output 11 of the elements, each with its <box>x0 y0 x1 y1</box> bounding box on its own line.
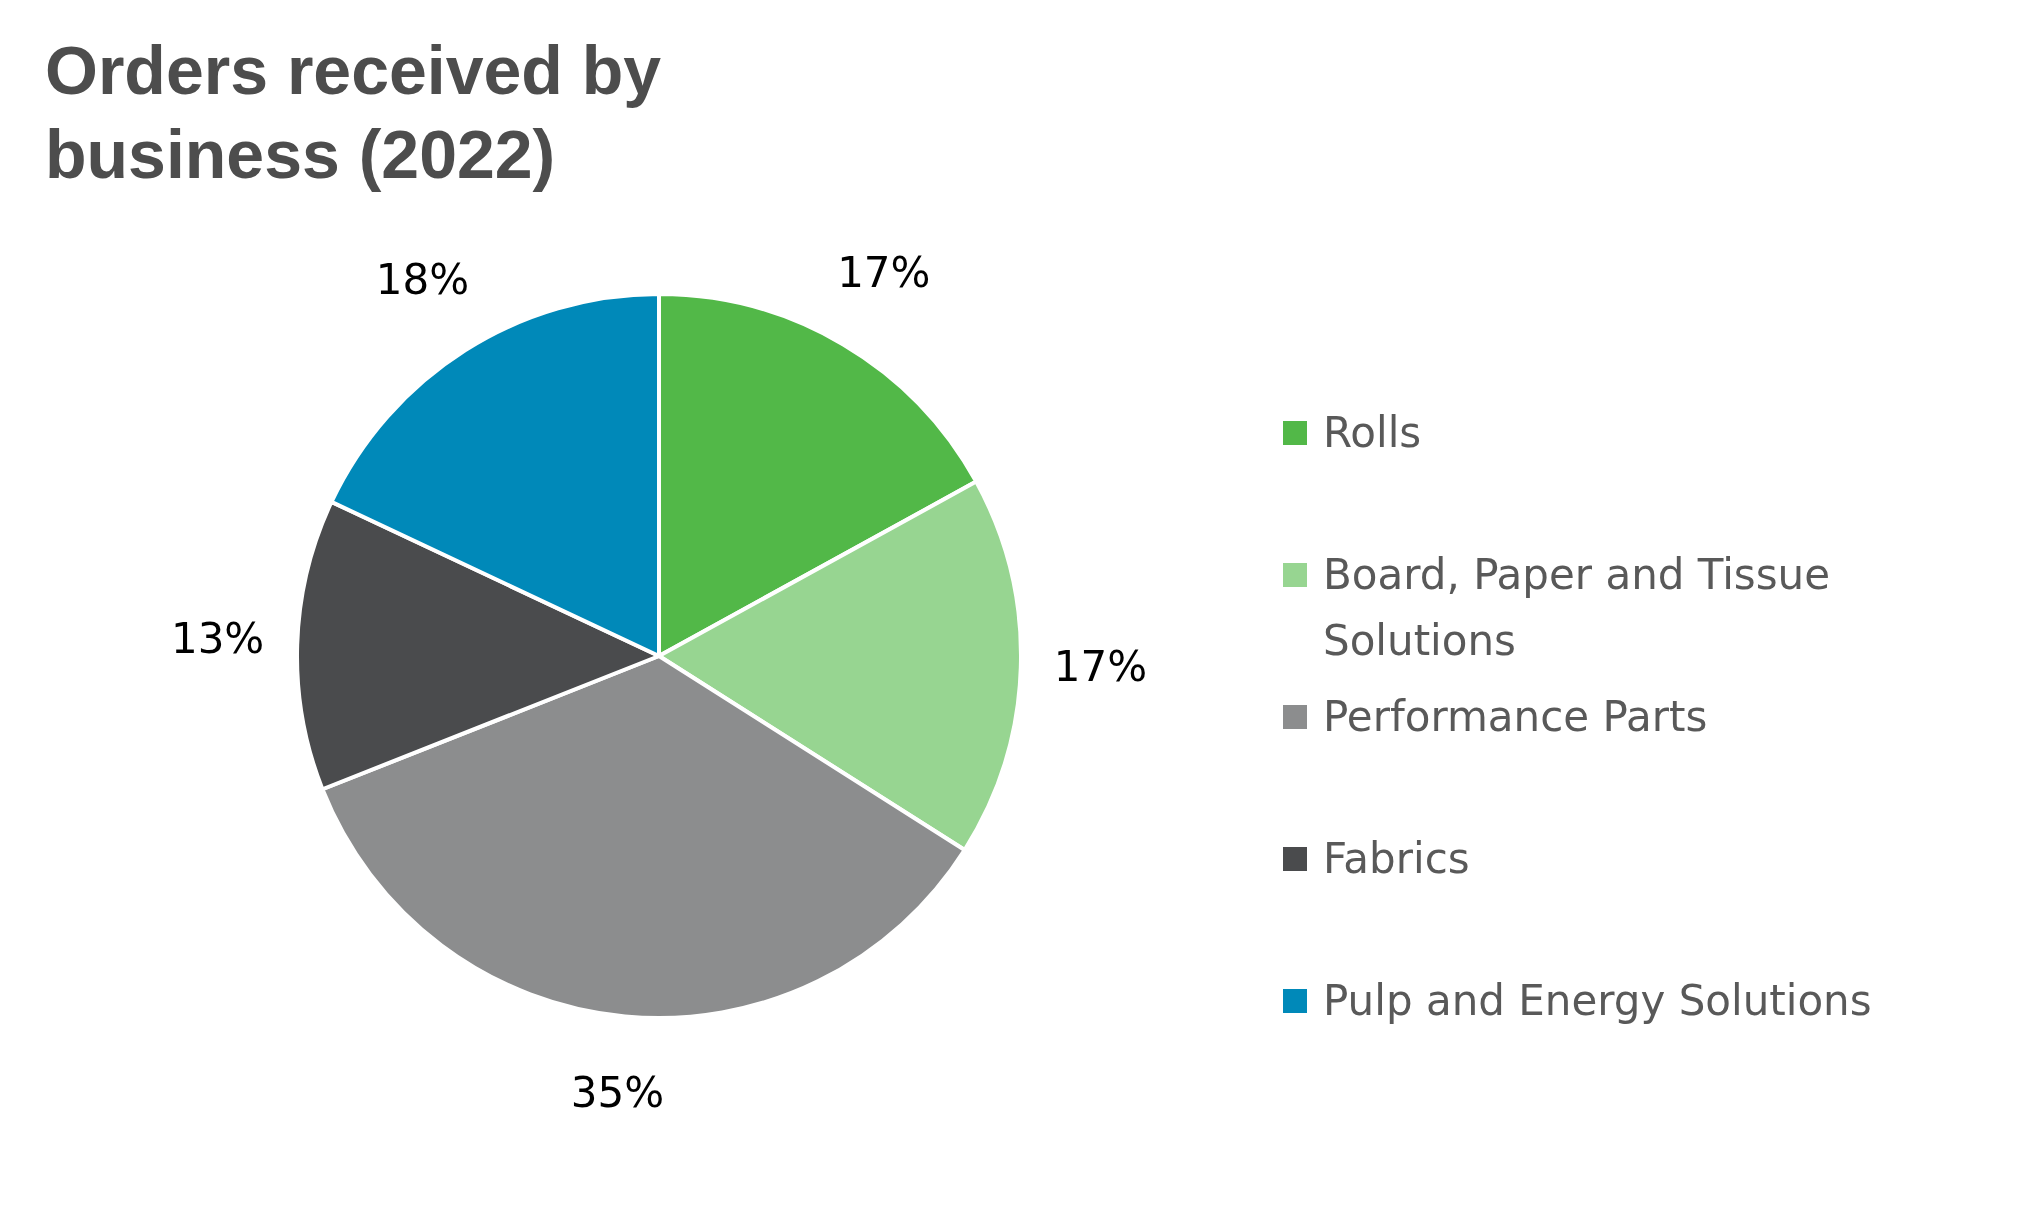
legend-label: Rolls <box>1323 407 1422 459</box>
chart-title: Orders received by business (2022) <box>45 31 663 194</box>
data-label: 35% <box>570 1067 665 1117</box>
data-label: 13% <box>170 614 265 664</box>
legend-label: Fabrics <box>1323 833 1470 885</box>
data-label: 17% <box>1053 641 1148 691</box>
legend-label: Pulp and Energy Solutions <box>1323 975 1872 1027</box>
data-label: 17% <box>837 247 931 297</box>
legend-label: Board, Paper and Tissue Solutions <box>1323 549 1832 667</box>
legend-label: Performance Parts <box>1323 691 1708 743</box>
data-label: 18% <box>375 255 470 305</box>
